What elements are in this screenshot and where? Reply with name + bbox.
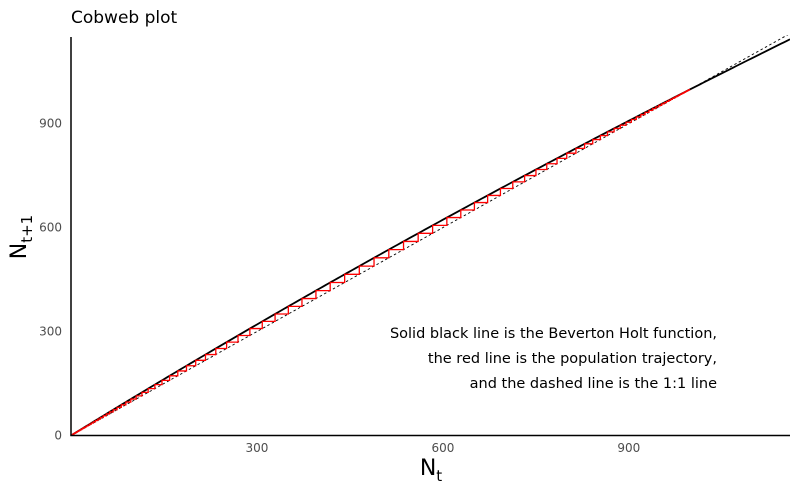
x-tick-label: 900 bbox=[617, 441, 640, 455]
x-axis-title-main: N bbox=[420, 456, 436, 481]
x-tick-label: 600 bbox=[431, 441, 454, 455]
annotation-line-2: the red line is the population trajector… bbox=[428, 351, 717, 367]
y-axis-title-main: N bbox=[7, 243, 32, 259]
annotation-line-1: Solid black line is the Beverton Holt fu… bbox=[390, 326, 717, 342]
y-tick-label: 900 bbox=[39, 117, 62, 131]
y-tick-labels: 0 300 600 900 bbox=[39, 117, 62, 443]
x-tick-labels: 300 600 900 bbox=[245, 441, 640, 455]
annotation: Solid black line is the Beverton Holt fu… bbox=[390, 326, 717, 392]
y-tick-label: 300 bbox=[39, 325, 62, 339]
y-axis-title: Nt+1 bbox=[7, 215, 36, 259]
annotation-line-3: and the dashed line is the 1:1 line bbox=[470, 376, 717, 392]
x-axis-title: Nt bbox=[420, 456, 442, 485]
x-tick-label: 300 bbox=[245, 441, 268, 455]
population-trajectory bbox=[71, 88, 691, 436]
y-tick-label: 600 bbox=[39, 221, 62, 235]
plot-area bbox=[71, 35, 790, 436]
y-tick-label: 0 bbox=[54, 429, 62, 443]
chart-title: Cobweb plot bbox=[71, 8, 178, 28]
y-axis-title-sub: t+1 bbox=[18, 215, 36, 243]
x-axis-title-sub: t bbox=[436, 467, 442, 485]
